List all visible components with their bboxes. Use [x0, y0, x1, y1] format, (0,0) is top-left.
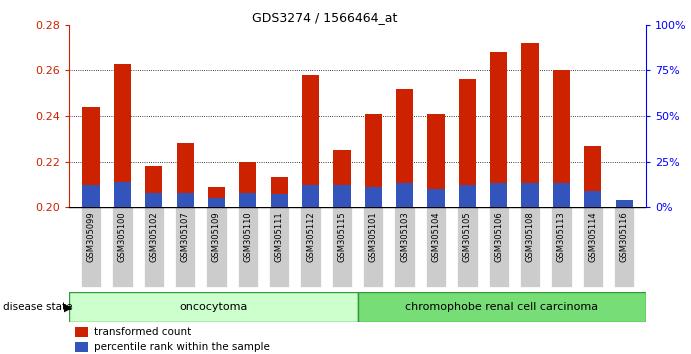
Bar [522, 183, 539, 207]
FancyBboxPatch shape [81, 207, 102, 287]
Text: GSM305114: GSM305114 [588, 211, 597, 262]
Text: GSM305102: GSM305102 [149, 211, 158, 262]
Bar [522, 43, 539, 207]
Text: GSM305116: GSM305116 [620, 211, 629, 262]
Bar [271, 177, 288, 207]
Text: ▶: ▶ [64, 302, 72, 312]
Text: oncocytoma: oncocytoma [179, 302, 247, 312]
Bar [208, 198, 225, 207]
Text: GSM305113: GSM305113 [557, 211, 566, 262]
Bar [490, 183, 507, 207]
Bar [427, 114, 444, 207]
FancyBboxPatch shape [614, 207, 634, 287]
Bar [82, 107, 100, 207]
Text: GSM305101: GSM305101 [369, 211, 378, 262]
FancyBboxPatch shape [238, 207, 258, 287]
Bar [365, 114, 382, 207]
Bar [490, 52, 507, 207]
Bar [553, 70, 570, 207]
Text: GSM305099: GSM305099 [86, 211, 95, 262]
FancyBboxPatch shape [269, 207, 290, 287]
Bar [396, 88, 413, 207]
FancyBboxPatch shape [175, 207, 196, 287]
Bar [176, 193, 193, 207]
Bar [239, 161, 256, 207]
Text: GSM305107: GSM305107 [180, 211, 189, 262]
Bar [145, 193, 162, 207]
FancyBboxPatch shape [144, 207, 164, 287]
Text: GSM305110: GSM305110 [243, 211, 252, 262]
Text: GSM305115: GSM305115 [337, 211, 346, 262]
FancyBboxPatch shape [69, 292, 358, 322]
Bar [427, 189, 444, 207]
FancyBboxPatch shape [207, 207, 227, 287]
Bar [114, 182, 131, 207]
Text: GSM305112: GSM305112 [306, 211, 315, 262]
Bar [365, 187, 382, 207]
FancyBboxPatch shape [301, 207, 321, 287]
Bar [616, 200, 633, 207]
Bar [75, 342, 88, 353]
FancyBboxPatch shape [332, 207, 352, 287]
Text: GSM305103: GSM305103 [400, 211, 409, 262]
Bar [75, 327, 88, 337]
FancyBboxPatch shape [395, 207, 415, 287]
Bar [302, 75, 319, 207]
Text: GSM305100: GSM305100 [118, 211, 127, 262]
Text: GSM305106: GSM305106 [494, 211, 503, 262]
Bar [208, 187, 225, 207]
Text: disease state: disease state [3, 302, 73, 312]
Bar [145, 166, 162, 207]
Bar [584, 145, 601, 207]
Text: GSM305109: GSM305109 [212, 211, 221, 262]
Text: GSM305104: GSM305104 [431, 211, 440, 262]
Bar [584, 191, 601, 207]
Bar [82, 185, 100, 207]
FancyBboxPatch shape [426, 207, 446, 287]
Bar [176, 143, 193, 207]
Bar [333, 185, 350, 207]
Bar [239, 193, 256, 207]
FancyBboxPatch shape [551, 207, 571, 287]
Bar [396, 183, 413, 207]
Text: GSM305111: GSM305111 [275, 211, 284, 262]
Bar [459, 185, 476, 207]
Text: GSM305105: GSM305105 [463, 211, 472, 262]
Bar [616, 205, 633, 207]
FancyBboxPatch shape [363, 207, 384, 287]
FancyBboxPatch shape [520, 207, 540, 287]
Bar [553, 183, 570, 207]
FancyBboxPatch shape [583, 207, 603, 287]
Text: chromophobe renal cell carcinoma: chromophobe renal cell carcinoma [406, 302, 598, 312]
Bar [114, 63, 131, 207]
FancyBboxPatch shape [457, 207, 477, 287]
Bar [459, 80, 476, 207]
FancyBboxPatch shape [489, 207, 509, 287]
FancyBboxPatch shape [358, 292, 646, 322]
Text: percentile rank within the sample: percentile rank within the sample [94, 342, 270, 352]
Bar [302, 185, 319, 207]
FancyBboxPatch shape [112, 207, 133, 287]
Bar [271, 194, 288, 207]
Text: GDS3274 / 1566464_at: GDS3274 / 1566464_at [252, 11, 397, 24]
Bar [333, 150, 350, 207]
Text: transformed count: transformed count [94, 327, 191, 337]
Text: GSM305108: GSM305108 [526, 211, 535, 262]
